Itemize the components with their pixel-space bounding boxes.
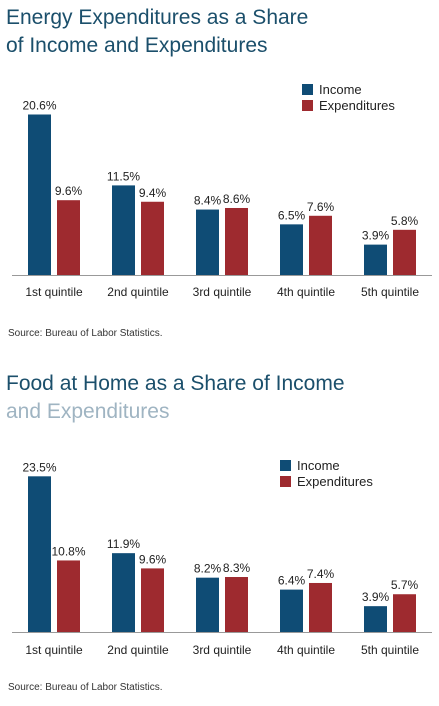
food-label-income-2: 11.9%: [107, 537, 140, 551]
energy-label-income-2: 11.5%: [107, 169, 140, 183]
energy-chart: 20.6% 9.6% 1st quintile 11.5% 9.4% 2nd quinti…: [12, 82, 432, 299]
food-chart: 23.5% 10.8% 1st quintile 11.9%9.6% 2nd quint…: [12, 458, 432, 657]
energy-legend-swatch-expenditures: [302, 100, 313, 111]
energy-category-1: 1st quintile: [25, 285, 83, 299]
energy-chart-panel: 20.6% 9.6% 1st quintile 11.5% 9.4% 2nd quinti…: [0, 0, 439, 352]
energy-title-line1: Energy Expenditures as a Share: [6, 6, 309, 29]
energy-category-2: 2nd quintile: [107, 285, 169, 299]
energy-label-expenditures-3: 8.6%: [223, 192, 251, 206]
energy-label-expenditures-2: 9.4%: [139, 186, 167, 200]
food-bar-income-3: [196, 577, 219, 632]
food-title-line1: Food at Home as a Share of Income: [6, 372, 345, 395]
food-title-line2: and Expenditures: [6, 400, 170, 423]
energy-bar-expenditures-3: [225, 207, 248, 275]
food-chart-source: Source: Bureau of Labor Statistics.: [8, 682, 163, 693]
food-bar-expenditures-3: [225, 577, 248, 632]
energy-bar-income-4: [280, 224, 303, 275]
food-category-3: 3rd quintile: [193, 643, 252, 657]
food-label-expenditures-1: 10.8%: [51, 544, 85, 558]
food-bar-income-4: [280, 589, 303, 632]
food-category-1: 1st quintile: [25, 643, 83, 657]
energy-legend-swatch-income: [302, 84, 313, 95]
food-bar-income-2: [112, 553, 135, 632]
energy-bar-income-3: [196, 209, 219, 275]
energy-category-5: 5th quintile: [361, 285, 419, 299]
food-bar-expenditures-1: [57, 560, 80, 632]
energy-bar-expenditures-2: [141, 201, 164, 275]
energy-label-income-5: 3.9%: [362, 229, 390, 243]
energy-bar-expenditures-5: [393, 229, 416, 275]
energy-label-expenditures-4: 7.6%: [307, 200, 335, 214]
energy-chart-title: Energy Expenditures as a Share of Income…: [6, 4, 308, 60]
food-label-income-5: 3.9%: [362, 590, 390, 604]
food-bar-expenditures-2: [141, 568, 164, 632]
energy-bar-expenditures-4: [309, 215, 332, 275]
food-label-expenditures-4: 7.4%: [307, 567, 335, 581]
food-legend-swatch-expenditures: [280, 476, 291, 487]
energy-legend-income: Income: [319, 82, 362, 97]
energy-title-line2: of Income and Expenditures: [6, 34, 268, 57]
energy-label-income-3: 8.4%: [194, 194, 222, 208]
energy-chart-source: Source: Bureau of Labor Statistics.: [8, 328, 163, 339]
food-legend-income: Income: [297, 458, 340, 473]
food-label-expenditures-5: 5.7%: [391, 578, 419, 592]
food-bar-income-5: [364, 606, 387, 632]
food-label-income-3: 8.2%: [194, 562, 222, 576]
energy-bar-income-5: [364, 244, 387, 275]
food-chart-title: Food at Home as a Share of Income and Ex…: [6, 370, 345, 426]
food-bar-expenditures-5: [393, 594, 416, 632]
energy-legend-expenditures: Expenditures: [319, 98, 395, 113]
food-label-income-1: 23.5%: [22, 460, 56, 474]
food-legend-swatch-income: [280, 460, 291, 471]
food-bar-expenditures-4: [309, 582, 332, 632]
food-label-income-4: 6.4%: [278, 574, 306, 588]
food-category-2: 2nd quintile: [107, 643, 169, 657]
food-label-expenditures-3: 8.3%: [223, 561, 251, 575]
food-legend-expenditures: Expenditures: [297, 474, 373, 489]
food-label-expenditures-2: 9.6%: [139, 552, 167, 566]
energy-label-income-4: 6.5%: [278, 208, 306, 222]
energy-category-3: 3rd quintile: [193, 285, 252, 299]
energy-label-expenditures-5: 5.8%: [391, 214, 419, 228]
food-category-5: 5th quintile: [361, 643, 419, 657]
energy-bar-income-1: [28, 114, 51, 275]
energy-label-income-1: 20.6%: [22, 98, 56, 112]
food-bar-income-1: [28, 476, 51, 632]
food-chart-panel: 23.5% 10.8% 1st quintile 11.9% 9.6% 2nd quint…: [0, 360, 439, 706]
energy-category-4: 4th quintile: [277, 285, 335, 299]
food-category-4: 4th quintile: [277, 643, 335, 657]
energy-bar-income-2: [112, 185, 135, 275]
energy-label-expenditures-1: 9.6%: [55, 184, 83, 198]
energy-bar-expenditures-1: [57, 200, 80, 275]
